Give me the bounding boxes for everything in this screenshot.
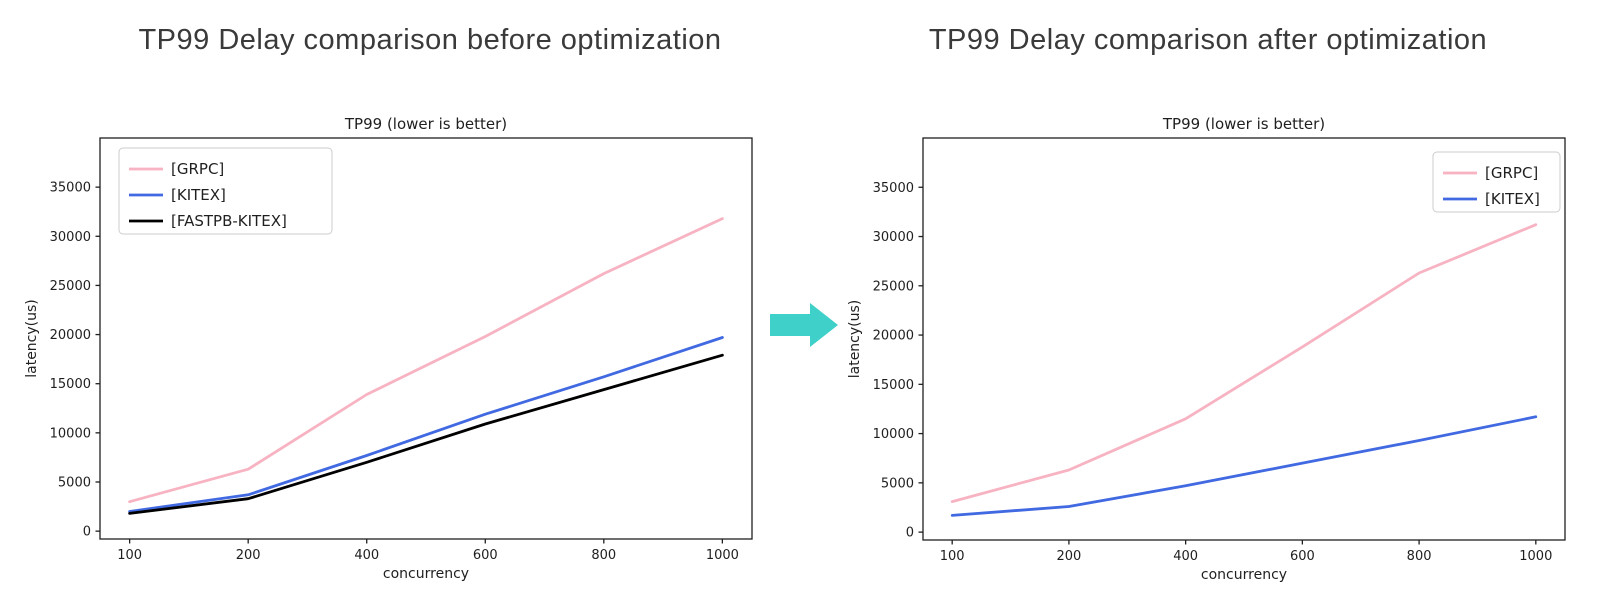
x-tick-label: 800 [591,548,616,563]
series-line-kitex [128,336,724,513]
y-tick-label: 30000 [50,230,91,245]
legend-label: [FASTPB-KITEX] [171,212,287,230]
series-line-fastpb-kitex [128,353,724,515]
chart-after-figure: TP99 (lower is better) 0 5000 10000 15000 200… [805,95,1610,614]
plot-border [922,137,1566,541]
x-tick-label: 400 [1173,549,1198,564]
y-axis-label: latency(us) [24,299,40,378]
x-axis-label: concurrency [1201,567,1287,583]
chart-before-svg: TP99 (lower is better) 0 5000 10000 15000 200… [24,115,753,582]
x-axis: 100 200 400 600 800 1000 [940,540,1552,564]
heading-before: TP99 Delay comparison before optimizatio… [138,24,722,56]
legend-label: [KITEX] [171,186,226,204]
legend-label: [GRPC] [171,160,224,178]
legend: [GRPC] [KITEX] [FASTPB-KITEX] [118,147,333,235]
y-tick-label: 0 [83,525,91,540]
y-tick-label: 20000 [873,329,914,344]
y-axis: 0 5000 10000 15000 20000 25000 30000 35000 [50,181,100,540]
series-line-kitex [950,415,1538,517]
heading-after: TP99 Delay comparison after optimization [928,24,1488,56]
y-axis-label: latency(us) [847,300,863,379]
chart-after-svg: TP99 (lower is better) 0 5000 10000 15000 200… [847,115,1566,583]
x-tick-label: 800 [1407,549,1432,564]
x-tick-label: 400 [354,548,379,563]
y-tick-label: 10000 [50,426,91,441]
chart-before-figure: TP99 (lower is better) 0 5000 10000 15000 200… [0,95,805,614]
legend-box [118,147,333,235]
y-tick-label: 10000 [873,427,914,442]
y-tick-label: 15000 [50,377,91,392]
x-tick-label: 200 [236,548,261,563]
x-tick-label: 200 [1056,549,1081,564]
right-arrow-shape [770,303,838,347]
y-tick-label: 15000 [873,378,914,393]
x-tick-label: 600 [1290,549,1315,564]
y-tick-label: 25000 [873,279,914,294]
x-tick-label: 600 [473,548,498,563]
y-tick-label: 20000 [50,328,91,343]
plot-border [99,137,753,540]
y-tick-label: 0 [906,526,914,541]
series-line-grpc [950,223,1538,504]
series-line-grpc [128,217,724,504]
y-tick-label: 35000 [873,181,914,196]
right-arrow-icon [770,303,838,347]
x-axis-label: concurrency [383,566,469,582]
y-tick-label: 35000 [50,181,91,196]
legend-box [1432,151,1561,213]
x-tick-label: 1000 [1519,549,1552,564]
legend-label: [GRPC] [1485,164,1538,182]
legend-label: [KITEX] [1485,190,1540,208]
x-tick-label: 100 [940,549,965,564]
y-tick-label: 5000 [881,476,914,491]
y-tick-label: 30000 [873,230,914,245]
chart-title: TP99 (lower is better) [1162,115,1325,133]
y-axis: 0 5000 10000 15000 20000 25000 30000 35000 [873,181,923,541]
x-tick-label: 1000 [706,548,739,563]
legend: [GRPC] [KITEX] [1432,151,1561,213]
chart-title: TP99 (lower is better) [344,115,507,133]
y-tick-label: 25000 [50,279,91,294]
y-tick-label: 5000 [58,475,91,490]
x-tick-label: 100 [117,548,142,563]
x-axis: 100 200 400 600 800 1000 [117,539,739,563]
